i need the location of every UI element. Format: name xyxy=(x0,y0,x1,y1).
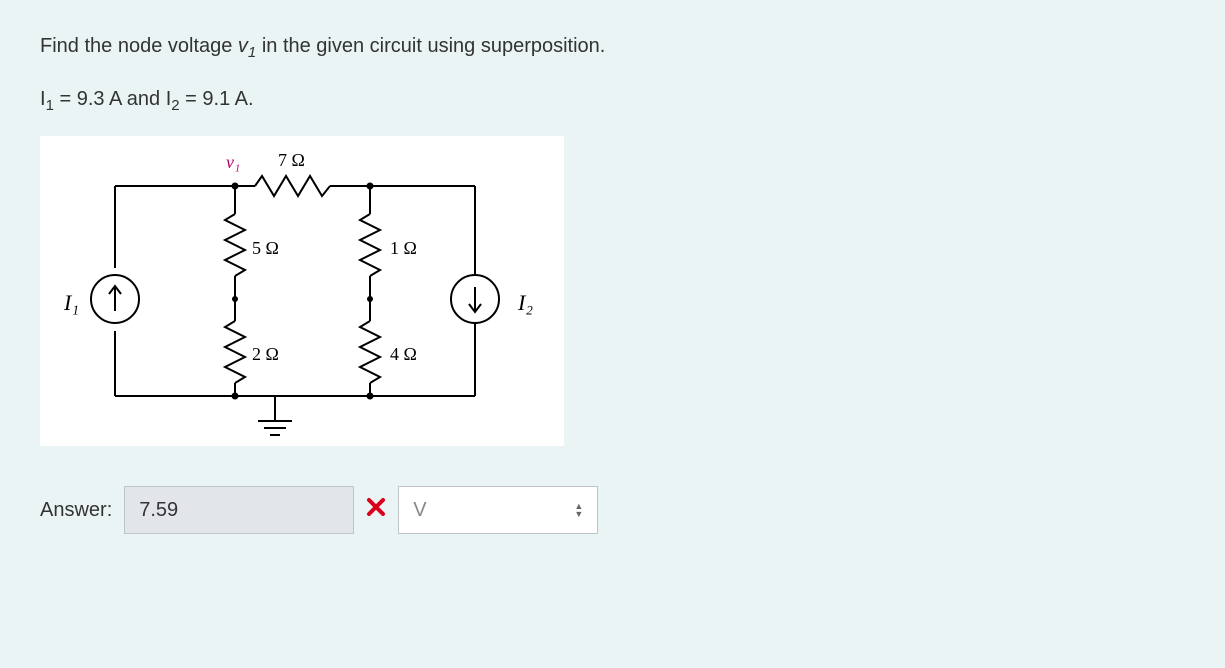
label-r5: 5 Ω xyxy=(252,238,279,258)
label-i2: I₂ xyxy=(517,290,533,315)
label-r7: 7 Ω xyxy=(278,150,305,170)
i2-sub: 2 xyxy=(171,97,179,114)
label-v1: v₁ xyxy=(226,152,240,172)
circuit-figure: v₁ 7 Ω 5 Ω 1 Ω 2 Ω 4 Ω I₁ I₂ xyxy=(40,136,564,446)
label-r4: 4 Ω xyxy=(390,344,417,364)
prompt-var: v xyxy=(238,35,248,57)
prompt-post: in the given circuit using superposition… xyxy=(256,35,605,57)
label-r1: 1 Ω xyxy=(390,238,417,258)
prompt-pre: Find the node voltage xyxy=(40,35,238,57)
answer-row: Answer: V ▲▼ xyxy=(40,486,1185,534)
wrong-icon xyxy=(366,492,386,527)
i2-val: = 9.1 A. xyxy=(180,88,254,110)
question-panel: Find the node voltage v1 in the given ci… xyxy=(0,0,1225,668)
label-i1: I₁ xyxy=(63,290,79,315)
unit-select[interactable]: V ▲▼ xyxy=(398,486,598,534)
answer-input[interactable] xyxy=(124,486,354,534)
select-arrows-icon: ▲▼ xyxy=(574,502,583,518)
label-r2: 2 Ω xyxy=(252,344,279,364)
unit-display: V xyxy=(413,494,426,526)
answer-label: Answer: xyxy=(40,494,112,526)
i1-sub: 1 xyxy=(46,97,54,114)
question-prompt: Find the node voltage v1 in the given ci… xyxy=(40,30,1185,65)
i1-val: = 9.3 A and xyxy=(54,88,166,110)
prompt-sub: 1 xyxy=(248,44,256,61)
given-values: I1 = 9.3 A and I2 = 9.1 A. xyxy=(40,83,1185,118)
